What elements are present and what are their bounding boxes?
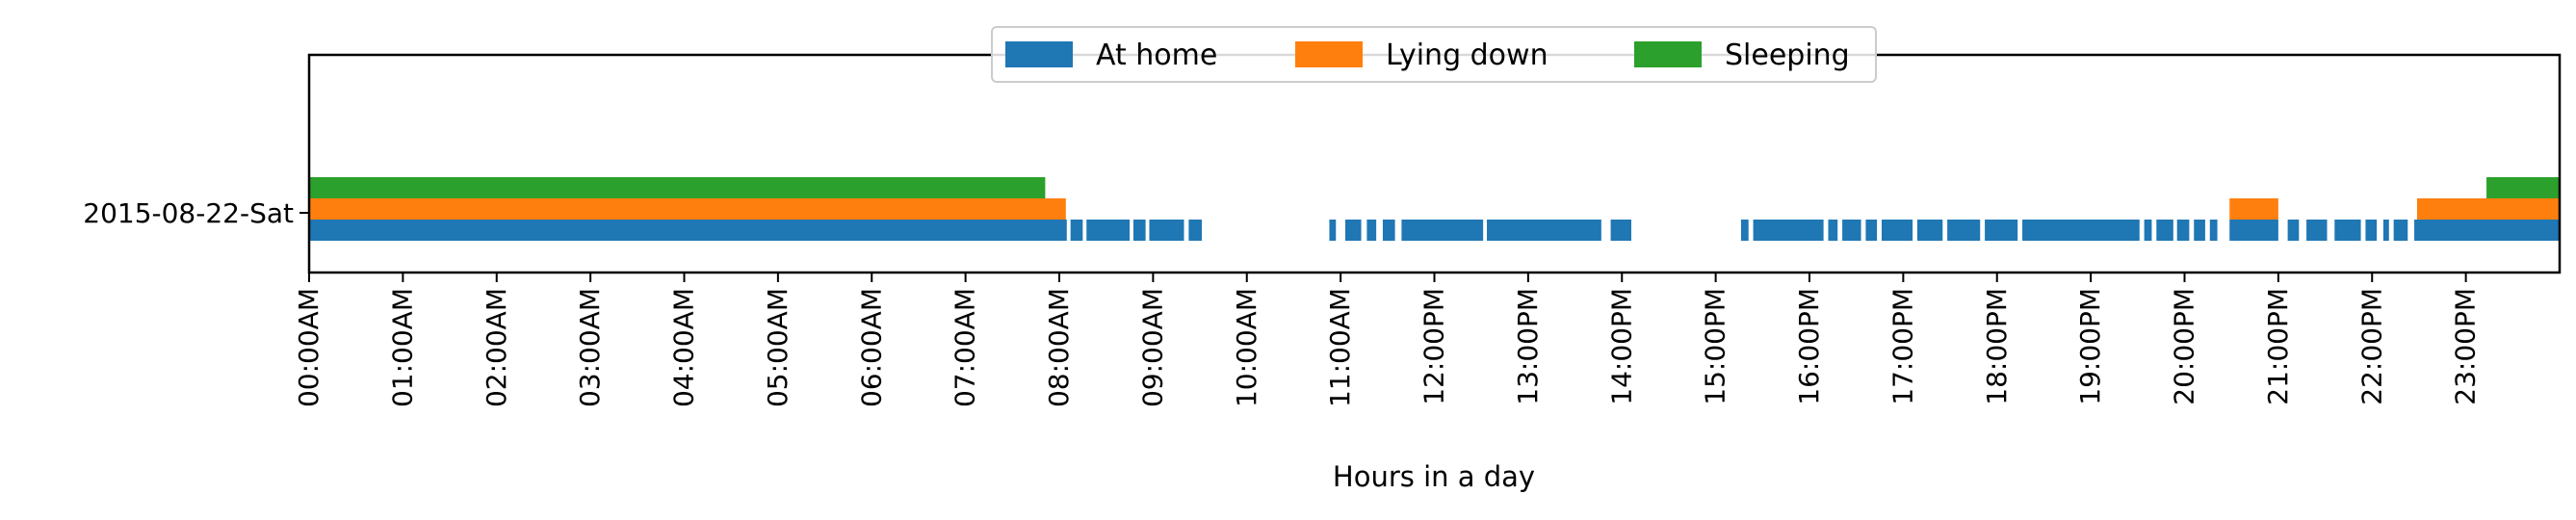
bar-at-home-35 <box>2414 220 2560 241</box>
bar-at-home-9 <box>1382 220 1395 241</box>
bar-at-home-11 <box>1487 220 1601 241</box>
legend-swatch-sleeping <box>1634 41 1702 67</box>
bar-at-home-4 <box>1149 220 1184 241</box>
bar-at-home-8 <box>1366 220 1377 241</box>
x-tick-label-22: 22:00PM <box>2355 288 2387 405</box>
x-tick-label-21: 21:00PM <box>2262 288 2294 405</box>
bar-at-home-25 <box>2176 220 2190 241</box>
x-tick-label-17: 17:00PM <box>1886 288 1918 405</box>
y-tick-label-0: 2015-08-22-Sat <box>83 197 294 229</box>
bar-at-home-28 <box>2229 220 2278 241</box>
bar-at-home-6 <box>1329 220 1337 241</box>
x-tick-label-15: 15:00PM <box>1700 288 1731 405</box>
bar-at-home-16 <box>1842 220 1861 241</box>
bar-at-home-31 <box>2334 220 2361 241</box>
x-tick-label-1: 01:00AM <box>386 288 418 407</box>
bar-at-home-13 <box>1740 220 1749 241</box>
bar-lying-down-0 <box>309 198 1066 220</box>
bar-sleeping-1 <box>2486 177 2560 198</box>
x-tick-label-10: 10:00AM <box>1231 288 1262 407</box>
bar-at-home-21 <box>1985 220 2018 241</box>
bar-at-home-34 <box>2393 220 2408 241</box>
bar-at-home-3 <box>1132 220 1146 241</box>
bar-lying-down-2 <box>2416 198 2560 220</box>
bar-at-home-33 <box>2382 220 2389 241</box>
x-tick-label-12: 12:00PM <box>1418 288 1450 405</box>
bar-at-home-14 <box>1753 220 1824 241</box>
x-tick-label-4: 04:00AM <box>668 288 700 407</box>
legend-frame <box>991 26 1877 83</box>
bar-at-home-1 <box>1070 220 1083 241</box>
legend-label-at-home: At home <box>1096 39 1217 72</box>
x-tick-label-20: 20:00PM <box>2169 288 2200 405</box>
x-tick-label-18: 18:00PM <box>1981 288 2013 405</box>
x-axis: 00:00AM 01:00AM 02:00AM 03:00AM 04:00AM 05:00… <box>293 273 2482 407</box>
bar-at-home-12 <box>1610 220 1631 241</box>
bar-at-home-2 <box>1086 220 1131 241</box>
bar-at-home-29 <box>2287 220 2300 241</box>
x-tick-label-7: 07:00AM <box>950 288 981 407</box>
bar-at-home-20 <box>1947 220 1981 241</box>
bars-layer <box>309 177 2560 241</box>
legend: At home Lying down Sleeping <box>991 26 1877 83</box>
bar-lying-down-1 <box>2229 198 2278 220</box>
bar-at-home-7 <box>1344 220 1362 241</box>
bar-at-home-19 <box>1916 220 1943 241</box>
x-axis-label: Hours in a day <box>1333 460 1535 493</box>
bar-at-home-26 <box>2194 220 2205 241</box>
x-tick-label-5: 05:00AM <box>762 288 794 407</box>
bar-at-home-22 <box>2022 220 2140 241</box>
x-tick-label-16: 16:00PM <box>1793 288 1825 405</box>
bar-at-home-17 <box>1865 220 1878 241</box>
bar-at-home-24 <box>2156 220 2173 241</box>
x-tick-label-6: 06:00AM <box>855 288 887 407</box>
bar-at-home-5 <box>1188 220 1203 241</box>
x-tick-label-9: 09:00AM <box>1136 288 1168 407</box>
x-tick-label-19: 19:00PM <box>2074 288 2106 405</box>
legend-swatch-lying-down <box>1295 41 1363 67</box>
bar-at-home-15 <box>1828 220 1838 241</box>
x-tick-label-11: 11:00AM <box>1324 288 1356 407</box>
bar-at-home-10 <box>1401 220 1484 241</box>
x-tick-label-3: 03:00AM <box>574 288 606 407</box>
x-tick-label-13: 13:00PM <box>1512 288 1544 405</box>
bar-at-home-18 <box>1881 220 1913 241</box>
bar-at-home-32 <box>2365 220 2378 241</box>
legend-swatch-at-home <box>1005 41 1073 67</box>
x-tick-label-14: 14:00PM <box>1605 288 1637 405</box>
x-tick-label-0: 00:00AM <box>293 288 325 407</box>
x-tick-label-23: 23:00PM <box>2450 288 2482 405</box>
y-axis: 2015-08-22-Sat <box>83 197 309 229</box>
legend-label-sleeping: Sleeping <box>1725 39 1850 72</box>
bar-at-home-23 <box>2144 220 2152 241</box>
bar-at-home-27 <box>2209 220 2218 241</box>
bar-sleeping-0 <box>309 177 1046 198</box>
bar-at-home-30 <box>2306 220 2328 241</box>
x-tick-label-2: 02:00AM <box>481 288 512 407</box>
legend-label-lying-down: Lying down <box>1386 39 1548 72</box>
bar-at-home-0 <box>309 220 1067 241</box>
x-tick-label-8: 08:00AM <box>1043 288 1075 407</box>
